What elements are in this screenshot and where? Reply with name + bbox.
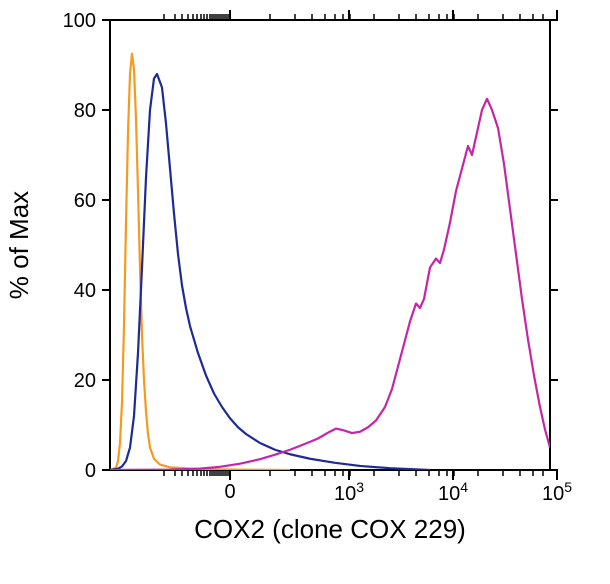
x-axis-label: COX2 (clone COX 229) [194,514,466,544]
chart-svg: 0 20 40 60 80 100 % of Max 0 103 104 105 COX2 (clon… [0,0,610,584]
xtick-label: 103 [334,479,364,505]
ytick-label: 60 [74,190,96,212]
flow-chart: 0 20 40 60 80 100 % of Max 0 103 104 105 COX2 (clon… [0,0,610,584]
xtick-label: 104 [438,479,468,505]
ytick-label: 20 [74,370,96,392]
ytick-label: 80 [74,100,96,122]
ytick-label: 100 [63,10,96,32]
xtick-label: 105 [542,479,572,505]
series-magenta [110,99,550,470]
series-orange [110,54,290,470]
y-axis-label: % of Max [4,191,34,299]
ytick-label: 0 [85,460,96,482]
xtick-label: 0 [224,481,235,503]
ytick-label: 40 [74,280,96,302]
